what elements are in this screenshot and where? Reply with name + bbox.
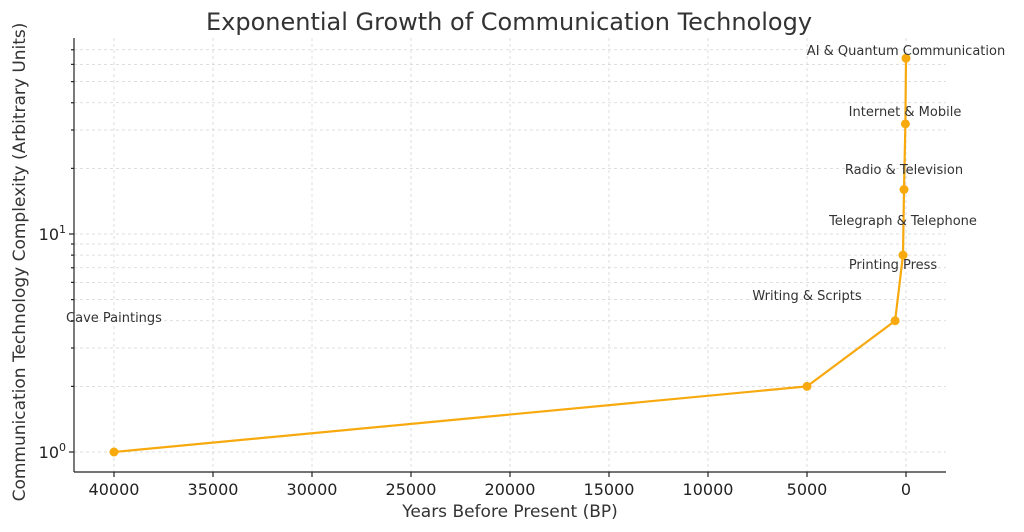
x-tick-label: 25000	[386, 480, 437, 499]
data-point	[898, 250, 908, 260]
point-label: Internet & Mobile	[849, 105, 962, 120]
x-tick-label: 30000	[287, 480, 338, 499]
point-label: Radio & Television	[845, 163, 963, 178]
x-tick-label: 15000	[584, 480, 635, 499]
x-tick-label: 35000	[188, 480, 239, 499]
x-tick-label: 5000	[787, 480, 828, 499]
y-axis-label: Communication Technology Complexity (Arb…	[10, 23, 30, 502]
data-point	[900, 119, 910, 129]
grid	[74, 38, 946, 472]
chart-title: Exponential Growth of Communication Tech…	[206, 8, 812, 36]
data-point	[802, 381, 812, 391]
y-ticks: 100 101	[39, 49, 74, 462]
y-tick-label: 100	[39, 441, 66, 462]
x-tick-label: 0	[901, 480, 911, 499]
x-tick-label: 20000	[485, 480, 536, 499]
data-point	[109, 447, 119, 457]
data-point	[890, 316, 900, 326]
x-tick-label: 40000	[89, 480, 140, 499]
point-label: Telegraph & Telephone	[828, 214, 977, 229]
x-ticks: 40000 35000 30000 25000 20000 15000 10000 5000 0	[89, 472, 911, 499]
y-tick-label: 101	[39, 223, 66, 244]
point-label: Writing & Scripts	[752, 289, 862, 304]
x-tick-label: 10000	[683, 480, 734, 499]
series	[109, 53, 911, 457]
point-labels: Cave Paintings Writing & Scripts Printing …	[66, 44, 1005, 326]
point-label: Printing Press	[849, 258, 938, 273]
data-point	[901, 53, 911, 63]
point-label: AI & Quantum Communication	[807, 44, 1005, 59]
data-point	[899, 185, 909, 195]
point-label: Cave Paintings	[66, 311, 162, 326]
x-axis-label: Years Before Present (BP)	[401, 502, 618, 522]
